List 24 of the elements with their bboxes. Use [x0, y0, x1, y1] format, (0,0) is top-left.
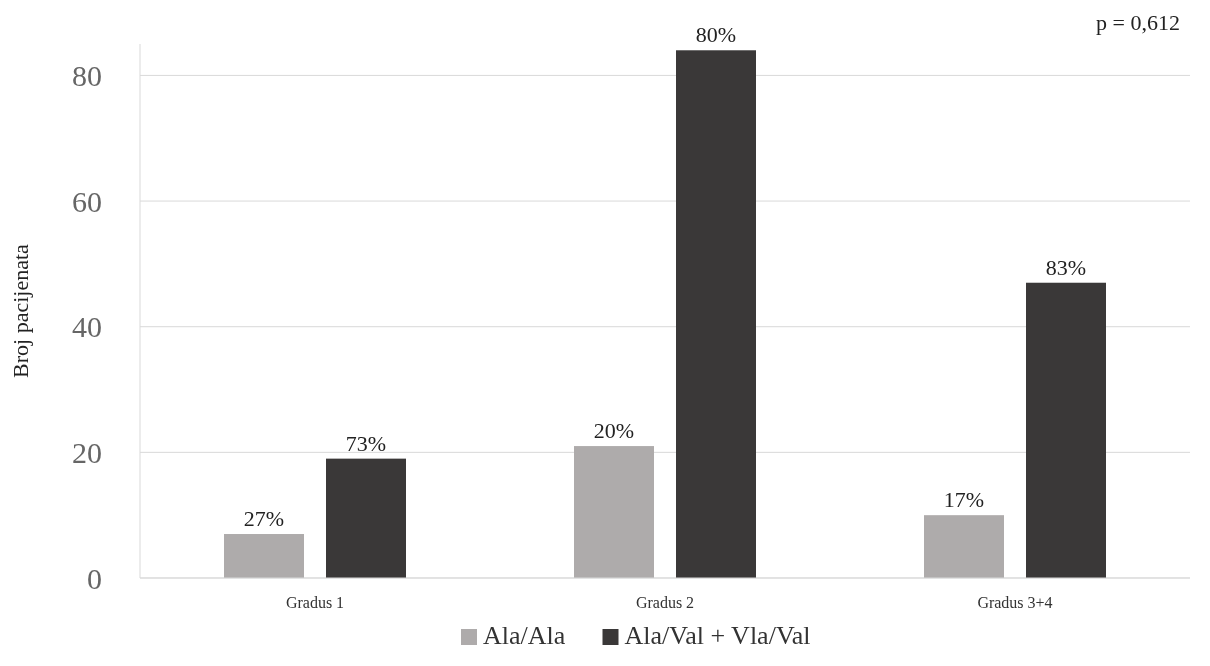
- x-tick-label: Gradus 1: [285, 594, 345, 611]
- y-axis-title: Broj pacijenata: [8, 243, 33, 378]
- y-tick-label: 20: [72, 435, 102, 469]
- y-tick-label: 80: [72, 58, 102, 92]
- annotation: 17%: [943, 487, 985, 513]
- x-tick-label: Gradus 3+4: [977, 594, 1053, 611]
- y-tick-label: 0: [87, 561, 102, 595]
- bar: [676, 50, 756, 578]
- bar: [574, 446, 654, 578]
- annotation: 73%: [345, 430, 387, 456]
- annotation: 27%: [243, 506, 285, 532]
- legend-label: Ala/Val + Vla/Val: [624, 621, 811, 650]
- text: p = 0,612: [1096, 10, 1180, 35]
- y-tick-label: 40: [72, 310, 102, 344]
- annotation: 80%: [695, 22, 737, 48]
- y-tick-label: 60: [72, 184, 102, 218]
- bar: [326, 458, 406, 578]
- annotation: 20%: [593, 418, 635, 444]
- bar: [924, 515, 1004, 578]
- bar: [1026, 282, 1106, 578]
- x-tick-label: Gradus 2: [635, 594, 695, 611]
- bar: [224, 534, 304, 578]
- legend-label: Ala/Ala: [483, 621, 566, 650]
- annotation: 83%: [1045, 254, 1087, 280]
